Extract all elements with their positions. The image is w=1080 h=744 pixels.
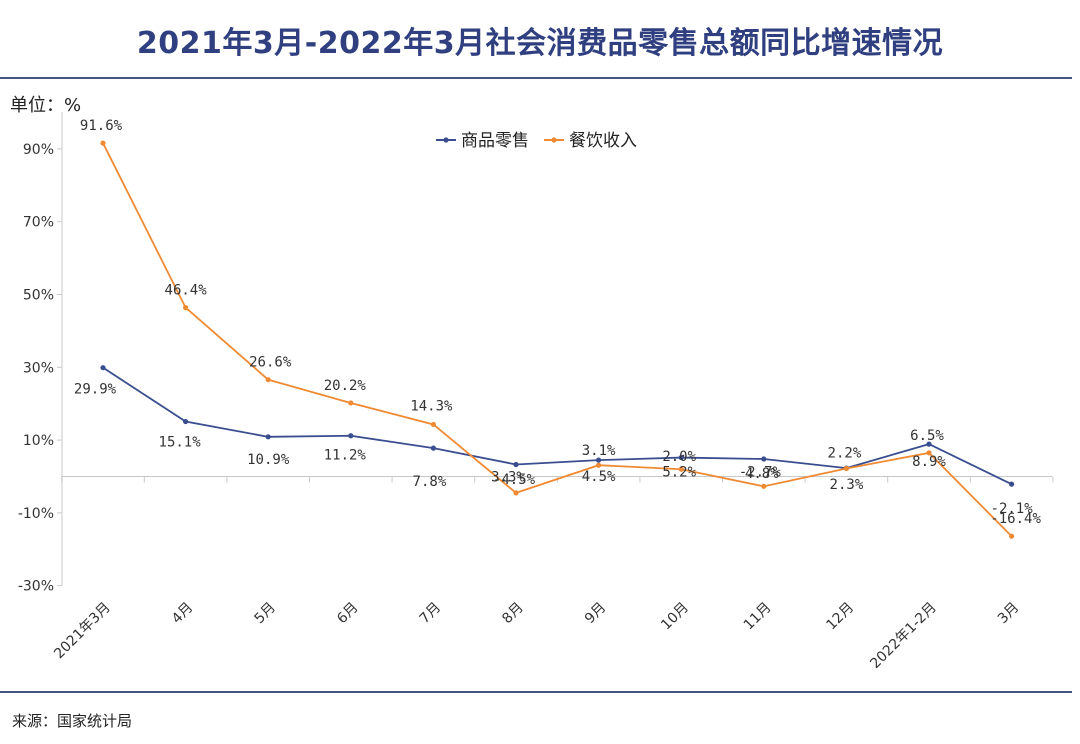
- data-label: 3.1%: [582, 443, 616, 459]
- data-label: 29.9%: [74, 382, 117, 398]
- data-point: [843, 465, 850, 472]
- data-label: 2.3%: [830, 477, 864, 493]
- y-tick-label: 70%: [23, 215, 54, 231]
- top-divider: [0, 77, 1072, 79]
- series-line-2: [102, 142, 1013, 537]
- x-tick-label: 12月: [823, 600, 857, 634]
- data-label: 15.1%: [159, 435, 202, 451]
- data-label: 26.6%: [249, 355, 292, 371]
- data-label: 4.5%: [582, 469, 616, 485]
- data-label: 91.6%: [80, 118, 123, 134]
- data-label: 7.8%: [413, 474, 447, 490]
- x-tick-label: 9月: [582, 600, 610, 628]
- x-tick-label: 7月: [417, 600, 445, 628]
- data-point: [183, 305, 189, 311]
- legend-marker: [551, 137, 557, 143]
- data-point: [678, 466, 684, 472]
- data-label: 46.4%: [165, 283, 208, 299]
- x-tick-label: 10月: [658, 600, 692, 634]
- series-line-1: [102, 366, 1012, 485]
- data-label: 2.2%: [828, 445, 862, 461]
- data-label: -16.4%: [990, 511, 1041, 527]
- x-tick-label: 3月: [995, 600, 1023, 628]
- data-label: 6.5%: [910, 428, 944, 444]
- bottom-divider: [0, 691, 1072, 693]
- data-point: [596, 462, 602, 468]
- legend-marker: [443, 137, 449, 143]
- chart-title: 2021年3月-2022年3月社会消费品零售总额同比增速情况: [136, 26, 944, 61]
- legend-entry: 餐饮收入: [569, 131, 637, 151]
- y-tick-label: 50%: [23, 288, 54, 304]
- data-point: [513, 490, 519, 496]
- data-point: [100, 140, 106, 146]
- x-tick-label: 4月: [169, 600, 197, 628]
- x-tick-label: 11月: [741, 600, 775, 634]
- data-point: [183, 418, 189, 425]
- data-point: [348, 400, 354, 406]
- y-tick-label: 30%: [23, 360, 54, 376]
- data-label: 10.9%: [247, 452, 290, 468]
- data-label: 3.3%: [491, 469, 525, 485]
- legend-entry: 商品零售: [461, 131, 529, 151]
- data-point: [1009, 533, 1015, 539]
- data-label: -4.5%: [493, 472, 536, 488]
- x-tick-label: 8月: [499, 600, 527, 628]
- data-label: 20.2%: [324, 378, 367, 394]
- data-point: [678, 454, 684, 461]
- data-point: [430, 445, 436, 451]
- data-point: [926, 441, 932, 447]
- data-point: [596, 457, 602, 463]
- y-tick-label: -10%: [18, 506, 54, 522]
- y-tick-label: 90%: [23, 142, 54, 158]
- data-label: -2.7%: [739, 464, 782, 480]
- data-point: [100, 365, 106, 371]
- y-tick-label: 10%: [23, 433, 54, 449]
- data-label: 2.0%: [662, 449, 696, 465]
- data-label: 14.3%: [410, 398, 453, 414]
- y-tick-label: -30%: [18, 579, 54, 595]
- data-point: [513, 461, 519, 468]
- unit-label: 单位：%: [10, 95, 82, 116]
- data-label: 4.8%: [745, 466, 779, 482]
- data-label: 5.2%: [662, 465, 696, 481]
- data-point: [1009, 481, 1015, 487]
- x-tick-label: 5月: [252, 600, 280, 628]
- x-tick-label: 2022年1-2月: [867, 600, 939, 672]
- data-point: [761, 456, 767, 462]
- data-point: [348, 433, 354, 439]
- data-point: [430, 421, 436, 428]
- data-point: [265, 434, 271, 440]
- x-tick-label: 2021年3月: [51, 600, 114, 663]
- data-label: 11.2%: [324, 448, 367, 464]
- data-label: -2.1%: [991, 501, 1034, 517]
- x-tick-label: 6月: [334, 600, 362, 628]
- data-label: 8.9%: [912, 454, 946, 470]
- data-point: [926, 450, 932, 456]
- data-point: [265, 377, 271, 383]
- data-point: [761, 483, 767, 489]
- source-note: 来源：国家统计局: [12, 712, 133, 730]
